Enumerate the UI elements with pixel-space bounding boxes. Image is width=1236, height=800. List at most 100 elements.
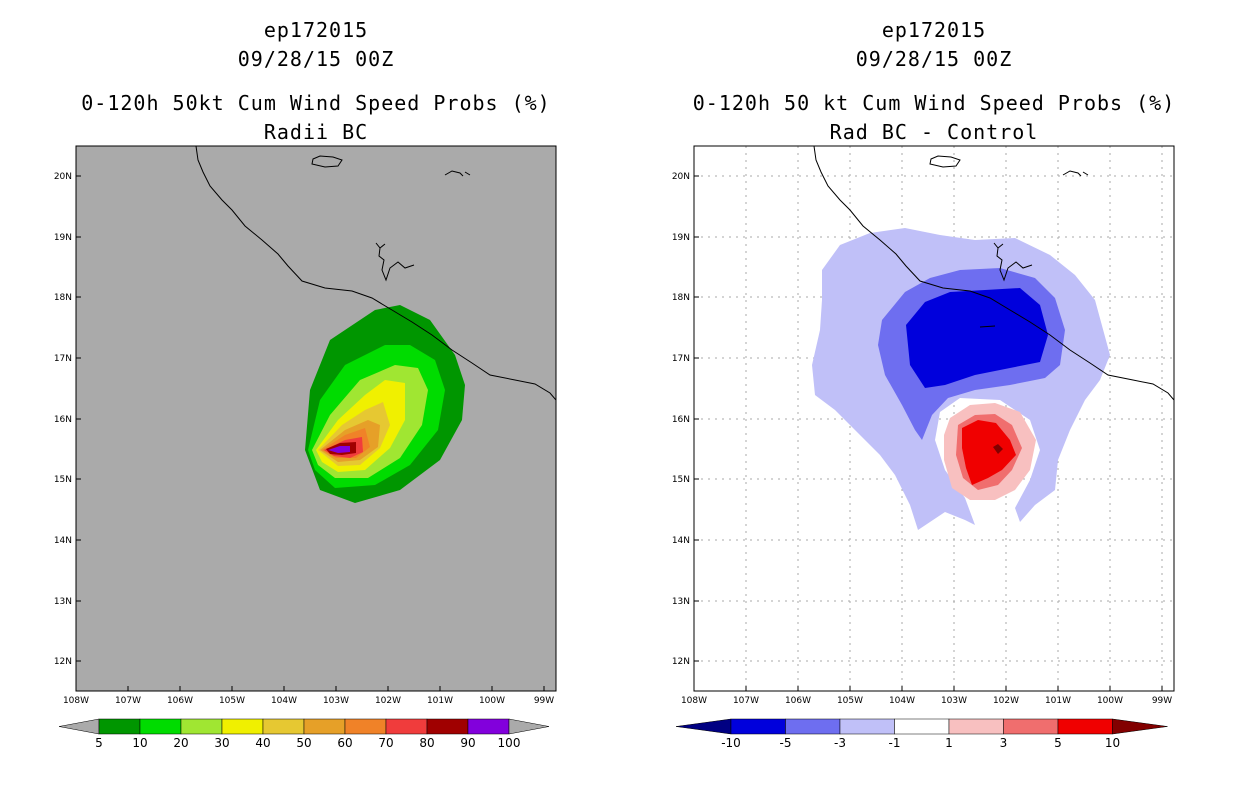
right-title-storm: ep172015: [881, 18, 987, 42]
colorbar-arrow-low: [58, 718, 100, 735]
colorbar-label: 100: [498, 736, 521, 750]
colorbar-arrow-high: [508, 718, 550, 735]
right-lon-label: 104W: [889, 696, 915, 706]
left-lat-label: 17N: [54, 354, 72, 364]
left-lat-label: 12N: [54, 657, 72, 667]
left-lon-label: 100W: [479, 696, 505, 706]
contour-minus-5: [906, 288, 1048, 388]
colorbar-swatch: [785, 718, 841, 735]
colorbar-label: 10: [132, 736, 147, 750]
left-title-date: 09/28/15 00Z: [237, 47, 395, 71]
left-lat-label: 18N: [54, 293, 72, 303]
right-lat-label: 15N: [672, 475, 690, 485]
right-lon-label: 100W: [1097, 696, 1123, 706]
left-title-product: 0-120h 50kt Cum Wind Speed Probs (%): [81, 91, 551, 115]
left-lat-label: 15N: [54, 475, 72, 485]
right-lat-label: 14N: [672, 536, 690, 546]
left-lat-label: 16N: [54, 415, 72, 425]
colorbar-label: 5: [95, 736, 103, 750]
colorbar-label: 80: [419, 736, 434, 750]
colorbar-label: 70: [378, 736, 393, 750]
left-lon-label: 99W: [534, 696, 554, 706]
right-lat-label: 17N: [672, 354, 690, 364]
colorbar-label: 5: [1054, 736, 1062, 750]
colorbar-swatch: [221, 718, 264, 735]
left-colorbar: 5 10 20 30 40 50 60 70 80 90 100: [58, 718, 550, 750]
left-probability-contours: [305, 305, 465, 503]
right-lon-label: 103W: [941, 696, 967, 706]
left-title-storm: ep172015: [263, 18, 369, 42]
colorbar-label: -1: [889, 736, 901, 750]
colorbar-swatch: [139, 718, 182, 735]
colorbar-label: 10: [1105, 736, 1120, 750]
right-difference-contours: [812, 228, 1110, 530]
right-lat-label: 18N: [672, 293, 690, 303]
left-lon-label: 106W: [167, 696, 193, 706]
colorbar-swatch: [262, 718, 305, 735]
left-lat-label: 19N: [54, 233, 72, 243]
colorbar-label: 20: [173, 736, 188, 750]
colorbar-label: 40: [255, 736, 270, 750]
colorbar-label: 3: [1000, 736, 1008, 750]
left-map-panel: 20N 19N 18N 17N 16N 15N 14N 13N 12N 108W 107W 106W 1…: [54, 145, 557, 750]
colorbar-label: 30: [214, 736, 229, 750]
colorbar-label: 1: [945, 736, 953, 750]
left-lon-label: 108W: [63, 696, 89, 706]
colorbar-label: -5: [780, 736, 792, 750]
right-lon-label: 106W: [785, 696, 811, 706]
right-colorbar: -10 -5 -3 -1 1 3 5 10: [675, 718, 1168, 750]
right-lon-label: 105W: [837, 696, 863, 706]
right-axis-ticks: 20N 19N 18N 17N 16N 15N 14N 13N 12N 108W 107W 106W 1…: [672, 172, 1172, 706]
right-lon-label: 101W: [1045, 696, 1071, 706]
colorbar-swatch: [303, 718, 346, 735]
right-lon-label: 108W: [681, 696, 707, 706]
colorbar-label: -10: [721, 736, 741, 750]
colorbar-label: -3: [834, 736, 846, 750]
colorbar-swatch: [426, 718, 469, 735]
left-coastline: [195, 146, 556, 401]
right-title-subtitle: Rad BC - Control: [829, 120, 1039, 144]
right-lat-label: 13N: [672, 597, 690, 607]
right-lon-label: 102W: [993, 696, 1019, 706]
contour-90: [328, 446, 350, 453]
left-lon-label: 102W: [375, 696, 401, 706]
colorbar-swatch: [385, 718, 428, 735]
left-axis-ticks: 20N 19N 18N 17N 16N 15N 14N 13N 12N 108W 107W 106W 1…: [54, 172, 554, 706]
left-lon-label: 105W: [219, 696, 245, 706]
right-lat-label: 12N: [672, 657, 690, 667]
right-lat-label: 16N: [672, 415, 690, 425]
right-map-panel: 20N 19N 18N 17N 16N 15N 14N 13N 12N 108W 107W 106W 1…: [672, 145, 1175, 750]
left-lon-label: 107W: [115, 696, 141, 706]
colorbar-swatch: [344, 718, 387, 735]
left-lat-label: 14N: [54, 536, 72, 546]
colorbar-label: 90: [460, 736, 475, 750]
right-lon-label: 107W: [733, 696, 759, 706]
right-title-product: 0-120h 50 kt Cum Wind Speed Probs (%): [692, 91, 1176, 115]
contour-plus-5: [962, 420, 1016, 485]
right-lat-label: 20N: [672, 172, 690, 182]
left-lat-label: 13N: [54, 597, 72, 607]
colorbar-swatch: [730, 718, 786, 735]
colorbar-swatch: [467, 718, 510, 735]
colorbar-swatch: [948, 718, 1004, 735]
colorbar-swatch: [839, 718, 895, 735]
colorbar-arrow-high: [1112, 718, 1168, 735]
colorbar-label: 50: [296, 736, 311, 750]
right-lon-label: 99W: [1152, 696, 1172, 706]
colorbar-swatch: [894, 718, 950, 735]
left-lon-label: 104W: [271, 696, 297, 706]
right-lat-label: 19N: [672, 233, 690, 243]
left-lon-label: 101W: [427, 696, 453, 706]
colorbar-swatch: [1003, 718, 1059, 735]
contour-plus-10: [993, 444, 1003, 454]
left-title-subtitle: Radii BC: [263, 120, 369, 144]
right-coastline: [813, 146, 1174, 401]
left-lon-label: 103W: [323, 696, 349, 706]
colorbar-swatch: [98, 718, 141, 735]
colorbar-swatch: [1057, 718, 1113, 735]
colorbar-swatch: [180, 718, 223, 735]
colorbar-arrow-low: [675, 718, 732, 735]
right-title-date: 09/28/15 00Z: [855, 47, 1013, 71]
left-lat-label: 20N: [54, 172, 72, 182]
